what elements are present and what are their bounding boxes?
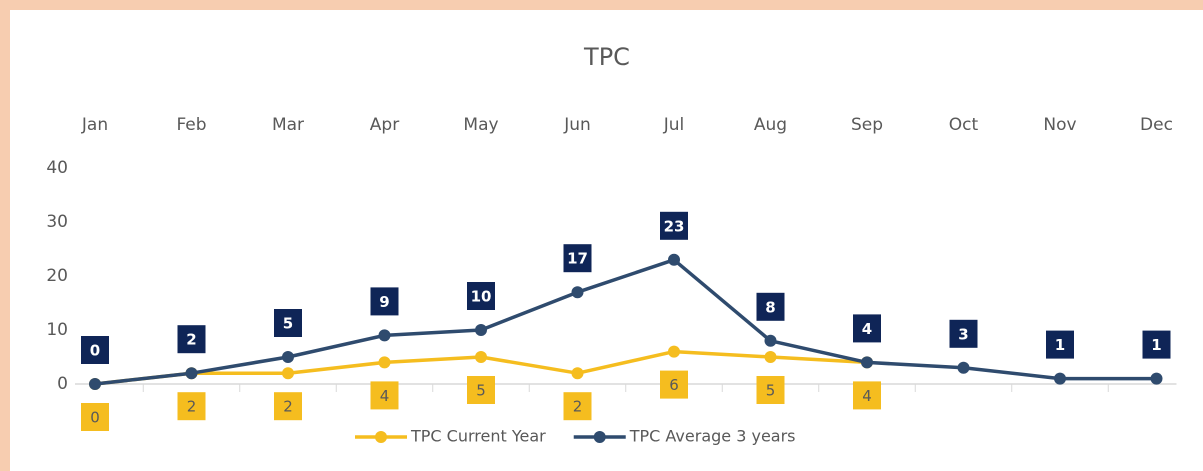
data-label-box xyxy=(81,336,109,364)
legend-marker xyxy=(375,431,387,443)
data-point xyxy=(668,253,680,266)
data-label: 2 xyxy=(186,331,196,349)
y-tick-label: 0 xyxy=(57,374,68,394)
x-tick-label: Dec xyxy=(1140,115,1173,135)
chart-title: TPC xyxy=(583,43,630,71)
data-point xyxy=(1054,372,1066,385)
data-label: 4 xyxy=(380,387,390,405)
data-label-box xyxy=(853,314,881,343)
data-label-box xyxy=(467,376,495,404)
data-label-box xyxy=(1046,330,1074,359)
data-point xyxy=(1150,372,1163,385)
data-label-box xyxy=(274,392,302,421)
x-tick-label: Oct xyxy=(949,115,979,135)
data-label-box xyxy=(274,309,302,337)
y-tick-label: 40 xyxy=(46,158,68,178)
x-tick-label: Jan xyxy=(81,115,108,135)
data-label: 8 xyxy=(765,298,775,316)
data-label: 5 xyxy=(283,315,293,333)
data-label-box xyxy=(660,370,688,399)
data-label-box xyxy=(177,392,206,421)
data-label: 9 xyxy=(379,293,389,311)
data-point xyxy=(764,351,777,363)
data-label-box xyxy=(756,292,785,321)
x-tick-label: Jun xyxy=(563,115,591,135)
data-label: 23 xyxy=(664,217,685,235)
data-label: 1 xyxy=(1151,336,1161,354)
data-label-box xyxy=(177,325,206,354)
data-point xyxy=(185,367,198,380)
y-tick-label: 20 xyxy=(46,266,68,286)
x-tick-label: Nov xyxy=(1043,115,1076,135)
data-label: 0 xyxy=(90,342,100,360)
data-point xyxy=(378,356,391,369)
data-label-box xyxy=(853,381,881,410)
data-label-box xyxy=(563,244,592,273)
data-label-box xyxy=(563,392,592,421)
data-label-box xyxy=(467,282,495,310)
data-point xyxy=(89,378,101,390)
data-label: 1 xyxy=(1055,336,1065,354)
x-tick-label: May xyxy=(463,115,498,135)
data-point xyxy=(378,329,391,342)
data-point xyxy=(282,367,294,380)
y-tick-label: 10 xyxy=(46,320,68,340)
data-label-box xyxy=(1142,330,1171,359)
data-label: 5 xyxy=(476,382,486,400)
data-label: 10 xyxy=(471,288,492,306)
data-label: 2 xyxy=(187,398,197,416)
data-point xyxy=(668,345,680,358)
data-point xyxy=(475,351,487,363)
data-label: 3 xyxy=(958,325,968,343)
data-point xyxy=(861,356,873,369)
x-tick-label: Aug xyxy=(754,115,787,135)
data-label-box xyxy=(660,211,688,240)
data-point xyxy=(475,324,487,336)
chart-panel xyxy=(10,10,1203,471)
data-label: 4 xyxy=(862,387,872,405)
x-tick-label: Mar xyxy=(272,115,304,135)
data-label: 17 xyxy=(567,250,588,268)
y-tick-label: 30 xyxy=(46,212,68,232)
legend-marker xyxy=(593,431,606,443)
data-point xyxy=(571,367,584,380)
data-label: 2 xyxy=(573,398,583,416)
data-label-box xyxy=(370,287,399,316)
data-label: 6 xyxy=(669,376,679,394)
x-tick-label: Sep xyxy=(851,115,883,135)
data-label: 5 xyxy=(766,382,776,400)
data-label: 2 xyxy=(283,398,293,416)
data-point xyxy=(282,351,294,363)
data-label: 0 xyxy=(90,409,100,427)
data-label-box xyxy=(81,403,109,431)
x-tick-label: Apr xyxy=(370,115,399,135)
data-point xyxy=(764,334,777,347)
data-label-box xyxy=(370,381,399,410)
data-label-box xyxy=(949,319,978,348)
legend-label: TPC Average 3 years xyxy=(629,427,796,446)
data-label-box xyxy=(756,376,785,404)
x-tick-label: Feb xyxy=(176,115,206,135)
data-label: 4 xyxy=(862,320,872,338)
data-point xyxy=(957,361,970,374)
data-point xyxy=(571,286,584,299)
x-tick-label: Jul xyxy=(663,115,685,135)
legend-label: TPC Current Year xyxy=(410,427,546,446)
series-line xyxy=(94,258,1157,386)
